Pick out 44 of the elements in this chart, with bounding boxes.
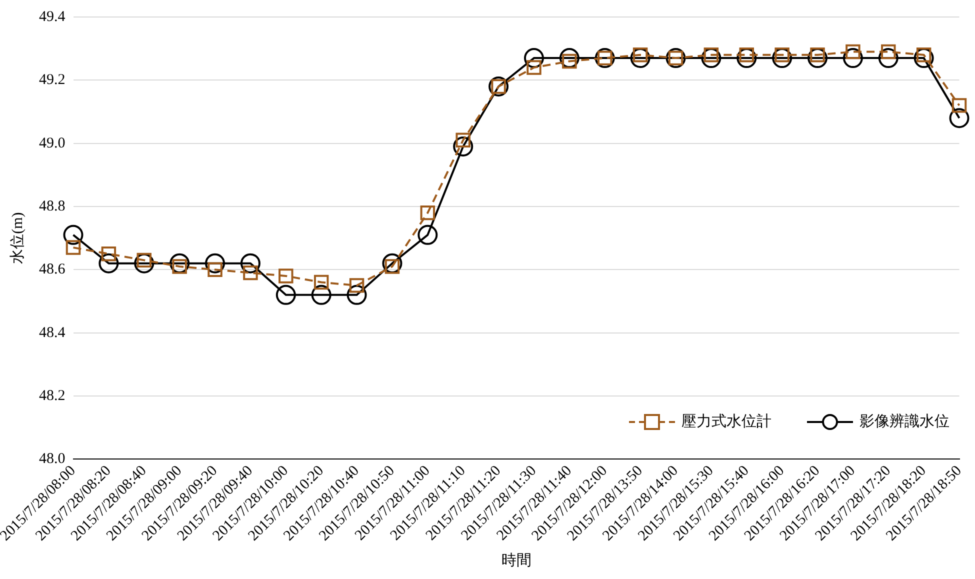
y-axis-title: 水位(m): [8, 212, 26, 264]
point: [630, 48, 650, 68]
point: [134, 253, 154, 274]
point: [524, 48, 544, 68]
point: [98, 253, 119, 274]
x-axis-title: 時間: [501, 552, 532, 569]
point: [736, 48, 757, 68]
point: [878, 48, 898, 68]
point: [205, 253, 226, 274]
point: [346, 284, 367, 305]
point: [240, 253, 260, 274]
legend-label: 壓力式水位計: [681, 412, 772, 432]
point: [914, 48, 934, 68]
point: [842, 48, 863, 68]
y-tick-label: 48.4: [39, 324, 66, 341]
legend-label: 影像辨識水位: [859, 412, 950, 432]
point: [772, 48, 792, 68]
point: [453, 136, 474, 156]
point: [808, 48, 828, 68]
y-tick-label: 48.0: [39, 451, 66, 468]
point: [243, 265, 258, 280]
point: [101, 246, 116, 262]
point: [276, 284, 296, 305]
y-tick-label: 49.0: [39, 135, 66, 152]
point: [311, 284, 332, 305]
point: [701, 48, 722, 68]
point: [418, 224, 438, 245]
y-tick-label: 49.4: [39, 8, 66, 25]
point: [949, 108, 970, 128]
point: [382, 253, 402, 274]
y-tick-label: 48.6: [39, 262, 66, 278]
point: [559, 48, 580, 68]
point: [66, 240, 81, 255]
point: [314, 274, 329, 290]
point: [63, 224, 84, 245]
y-tick-label: 49.2: [39, 72, 66, 88]
y-tick-label: 48.8: [39, 198, 66, 214]
point: [526, 60, 542, 75]
y-tick-label: 48.2: [39, 388, 66, 404]
point: [278, 268, 294, 284]
point: [420, 205, 436, 220]
point: [952, 98, 967, 113]
point: [170, 253, 190, 274]
point: [349, 278, 364, 293]
